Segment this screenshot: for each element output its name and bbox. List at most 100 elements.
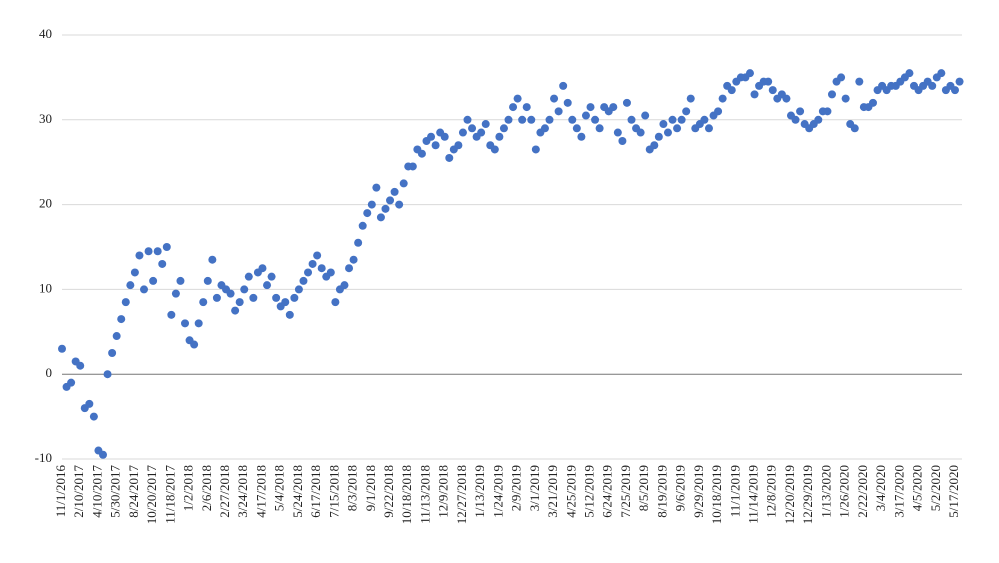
point xyxy=(827,90,836,99)
point xyxy=(285,310,294,319)
point xyxy=(572,124,581,133)
point xyxy=(58,344,66,353)
x-tick-label: 1/24/2019 xyxy=(490,465,505,518)
x-tick-label: 1/13/2020 xyxy=(818,465,833,518)
point xyxy=(272,293,281,302)
point xyxy=(395,200,404,209)
point xyxy=(668,115,677,124)
point xyxy=(850,124,859,133)
point xyxy=(144,247,153,256)
point xyxy=(837,73,846,82)
x-tick-label: 12/27/2018 xyxy=(454,465,469,524)
point xyxy=(636,128,645,137)
point xyxy=(376,213,385,222)
point xyxy=(130,268,139,277)
point xyxy=(417,149,426,158)
point xyxy=(540,124,549,133)
x-tick-label: 5/30/2017 xyxy=(108,465,123,518)
point xyxy=(431,141,440,150)
x-tick-label: 5/12/2019 xyxy=(581,465,596,518)
x-tick-label: 2/27/2018 xyxy=(217,465,232,518)
x-tick-label: 10/18/2018 xyxy=(399,465,414,524)
x-tick-label: 12/29/2019 xyxy=(800,465,815,524)
point xyxy=(650,141,659,150)
point xyxy=(545,115,554,124)
point xyxy=(563,98,572,107)
point xyxy=(249,293,258,302)
x-tick-label: 4/17/2018 xyxy=(253,465,268,518)
point xyxy=(522,103,531,112)
point xyxy=(281,298,290,307)
point xyxy=(112,332,121,341)
point xyxy=(768,86,777,95)
x-tick-label: 4/10/2017 xyxy=(89,465,104,518)
x-tick-label: 9/22/2018 xyxy=(381,465,396,518)
point xyxy=(354,238,363,247)
point xyxy=(622,98,631,107)
point xyxy=(791,115,800,124)
point xyxy=(440,132,449,141)
point xyxy=(181,319,190,328)
x-tick-label: 7/15/2018 xyxy=(326,465,341,518)
x-tick-label: 8/24/2017 xyxy=(126,465,141,518)
x-tick-label: 9/6/2019 xyxy=(673,465,688,511)
point xyxy=(153,247,162,256)
point xyxy=(554,107,563,116)
point xyxy=(294,285,303,294)
point xyxy=(504,115,513,124)
y-tick-label: 20 xyxy=(39,196,52,211)
x-tick-label: 3/4/2020 xyxy=(873,465,888,511)
x-tick-label: 4/5/2020 xyxy=(910,465,925,511)
point xyxy=(167,310,176,319)
point xyxy=(231,306,240,315)
point xyxy=(290,293,299,302)
point xyxy=(176,276,185,285)
point xyxy=(928,81,937,90)
point xyxy=(796,107,805,116)
point xyxy=(700,115,709,124)
point xyxy=(85,399,94,408)
point xyxy=(158,259,167,268)
point xyxy=(663,128,672,137)
point xyxy=(581,111,590,120)
point xyxy=(714,107,723,116)
x-tick-label: 5/24/2018 xyxy=(290,465,305,518)
point xyxy=(331,298,340,307)
point xyxy=(613,128,622,137)
x-tick-label: 2/10/2017 xyxy=(71,465,86,518)
point xyxy=(745,69,754,78)
point xyxy=(627,115,636,124)
x-tick-label: 10/18/2019 xyxy=(709,465,724,524)
x-tick-label: 11/13/2018 xyxy=(417,465,432,524)
point xyxy=(226,289,235,298)
point xyxy=(951,86,959,95)
point xyxy=(345,264,354,273)
point xyxy=(399,179,408,188)
point xyxy=(659,120,668,129)
point xyxy=(194,319,203,328)
point xyxy=(99,450,108,459)
point xyxy=(686,94,695,103)
point xyxy=(372,183,381,192)
point xyxy=(408,162,417,171)
point xyxy=(240,285,249,294)
y-tick-label: 0 xyxy=(46,365,53,380)
point xyxy=(103,370,112,379)
point xyxy=(212,293,221,302)
point xyxy=(162,243,171,251)
point xyxy=(454,141,463,150)
x-tick-label: 1/2/2018 xyxy=(181,465,196,511)
y-tick-label: 40 xyxy=(39,26,52,41)
x-tick-label: 8/3/2018 xyxy=(345,465,360,511)
x-tick-label: 5/2/2020 xyxy=(928,465,943,511)
point xyxy=(463,115,472,124)
point xyxy=(559,81,568,90)
point xyxy=(386,196,395,205)
point xyxy=(126,281,135,290)
point xyxy=(609,103,618,112)
x-tick-label: 3/1/2019 xyxy=(527,465,542,511)
point xyxy=(841,94,850,103)
point xyxy=(477,128,486,137)
point xyxy=(267,272,276,281)
